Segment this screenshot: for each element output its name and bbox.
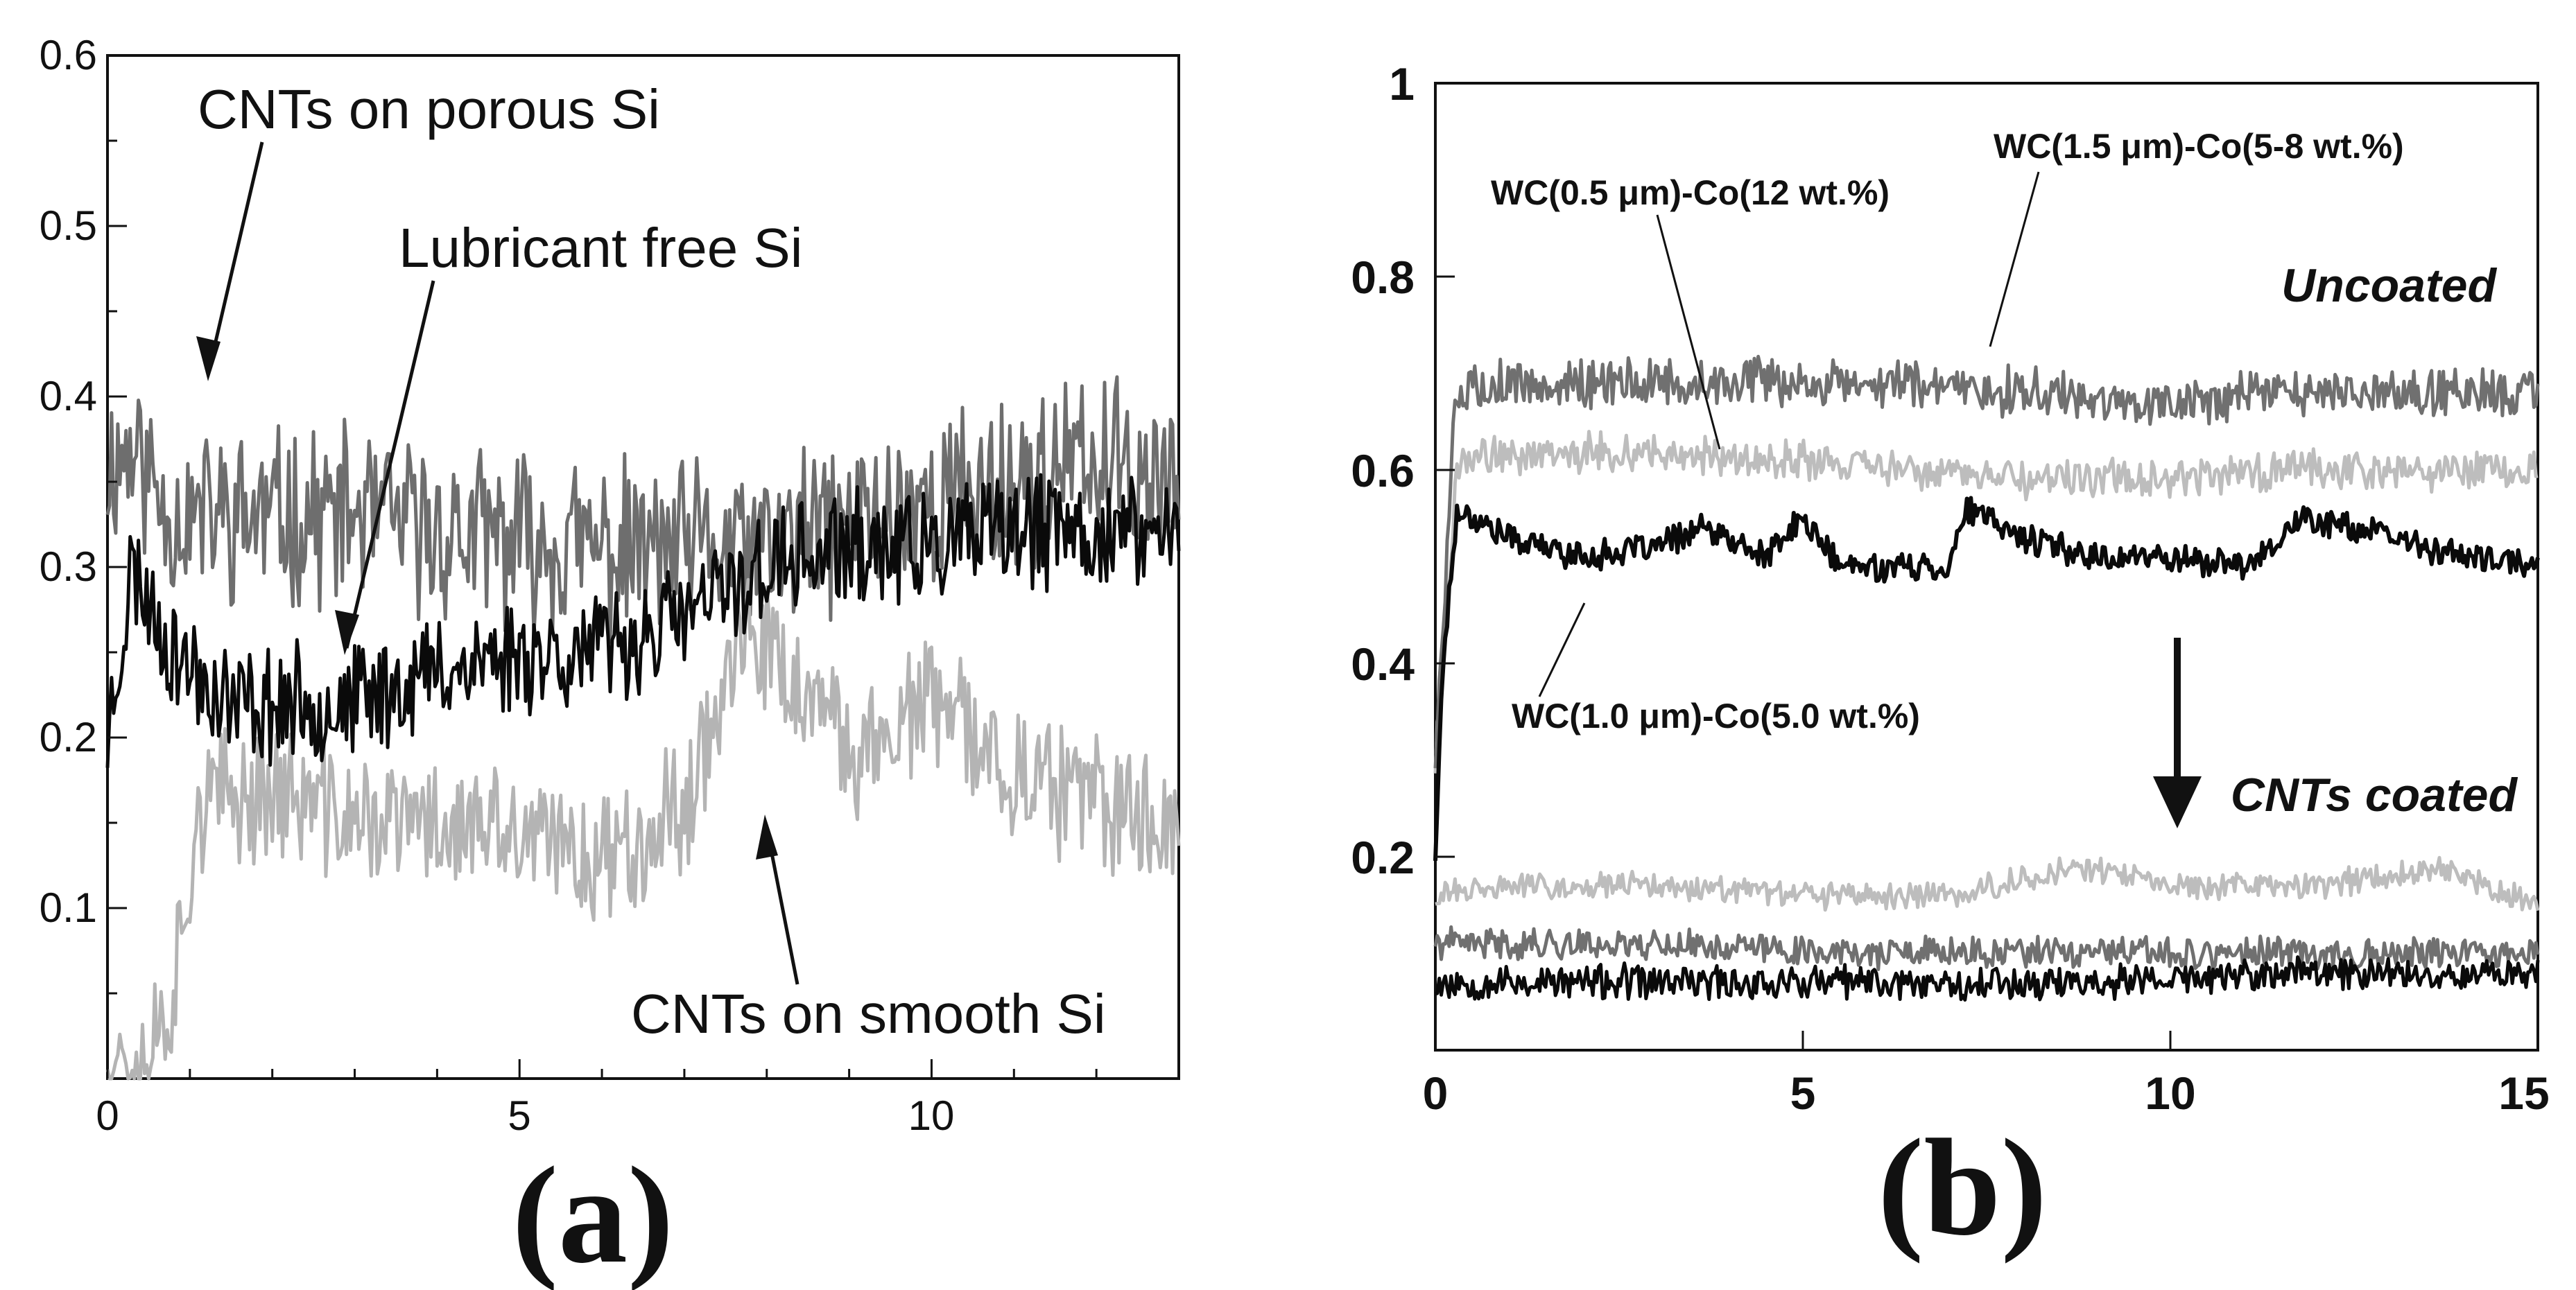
- x-tick-label: 15: [2498, 1067, 2549, 1119]
- annotation-wc05: WC(0.5 μm)-Co(12 wt.%): [1491, 173, 1890, 212]
- series-line-wc15-uncoated: [1433, 354, 2540, 769]
- series-line-wc05-cnts-coated: [1435, 855, 2540, 912]
- y-tick-label: 0.8: [1351, 252, 1415, 303]
- axis-ticks-b: [1434, 82, 2539, 1050]
- arrowhead: [756, 814, 778, 860]
- arrowhead: [335, 610, 359, 655]
- label-uncoated: Uncoated: [2281, 259, 2497, 312]
- panel-label-b: (b): [1878, 1111, 2047, 1264]
- series-group-b: [1433, 354, 2540, 1002]
- y-tick-label: 0.3: [40, 543, 97, 590]
- series-line-wc15-cnts-coated: [1433, 925, 2540, 971]
- y-tick-label: 0.2: [1351, 832, 1415, 883]
- y-tick-label: 1: [1389, 58, 1415, 110]
- label-cnts-coated: CNTs coated: [2231, 769, 2518, 821]
- y-tick-label: 0.2: [40, 714, 97, 760]
- panel-label-a: (a): [512, 1139, 673, 1290]
- x-tick-label: 0: [96, 1092, 119, 1139]
- reduction-arrowhead: [2153, 776, 2202, 828]
- panel-b: 0 5 10 15 0.2 0.4 0.6 0.8 1 WC(0.5 μm)-C…: [1351, 58, 2549, 1264]
- y-tick-label: 0.1: [40, 884, 97, 931]
- arrowhead: [196, 336, 221, 381]
- y-tick-label: 0.6: [40, 32, 97, 78]
- annotation-arrow: [1538, 602, 1586, 697]
- x-tick-label: 10: [2145, 1067, 2195, 1119]
- annotation-arrow: [1656, 214, 1721, 450]
- series-line-lubricant-free-si: [105, 473, 1181, 768]
- series-line-wc10-cnts-coated: [1435, 955, 2540, 1002]
- y-tick-label: 0.4: [1351, 638, 1415, 690]
- annotation-wc15: WC(1.5 μm)-Co(5-8 wt.%): [1994, 127, 2404, 166]
- annotation-cnts-smooth-si: CNTs on smooth Si: [631, 983, 1106, 1045]
- y-tick-label: 0.4: [40, 373, 97, 419]
- axis-ticks-a: [106, 54, 1098, 1079]
- series-line-cnts-smooth-si: [105, 577, 1181, 1081]
- series-line-wc05-uncoated: [1433, 430, 2539, 774]
- annotation-lubricant-free-si: Lubricant free Si: [399, 217, 803, 279]
- annotation-arrow: [206, 141, 264, 375]
- annotation-arrow: [1989, 171, 2040, 347]
- annotation-arrow: [345, 280, 435, 649]
- y-tick-label: 0.5: [40, 202, 97, 249]
- panel-a: 0 5 10 0.1 0.2 0.3 0.4 0.5 0.6 CNTs on p…: [40, 32, 1181, 1290]
- series-line-wc10-uncoated: [1433, 496, 2540, 861]
- annotation-cnts-porous-si: CNTs on porous Si: [198, 78, 660, 140]
- x-tick-label: 0: [1423, 1067, 1449, 1119]
- annotation-wc10: WC(1.0 μm)-Co(5.0 wt.%): [1512, 697, 1920, 735]
- x-tick-label: 10: [908, 1092, 955, 1139]
- plot-frame-b: [1434, 82, 2539, 1052]
- series-group-a: [105, 375, 1181, 1081]
- x-tick-label: 5: [508, 1092, 530, 1139]
- y-tick-label: 0.6: [1351, 445, 1415, 496]
- x-tick-label: 5: [1790, 1067, 1816, 1119]
